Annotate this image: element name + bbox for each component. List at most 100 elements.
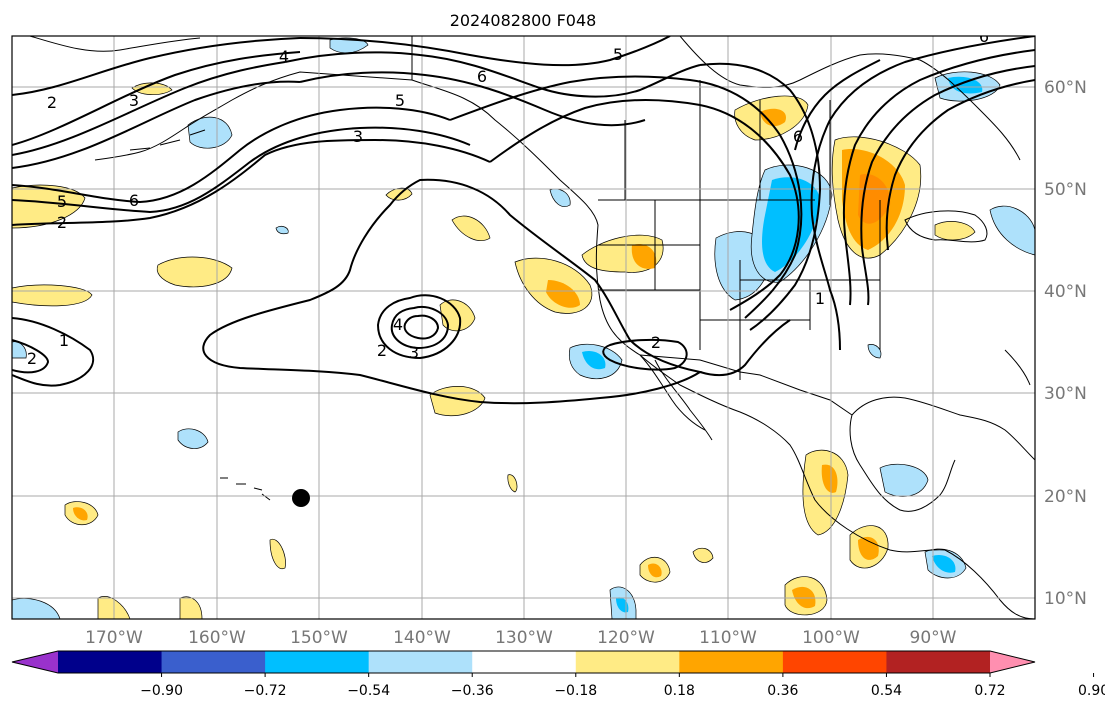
contour-label: 2 [651,333,661,352]
positive-core [821,464,838,493]
figure-title: 2024082800 F048 [450,11,597,30]
contour-label: 6 [793,127,803,146]
negative-patch [989,205,1035,256]
longitude-label: 170°W [85,628,143,648]
positive-core [858,536,879,560]
colorbar-bin [886,651,991,673]
colorbar-tick-label: 0.36 [767,683,798,699]
latitude-label: 10°N [1044,589,1087,609]
longitude-labels: 170°W 160°W 150°W 140°W 130°W 120°W 110°… [85,628,957,648]
colorbar-tick-label: −0.54 [347,683,390,699]
positive-patch [802,449,849,536]
longitude-label: 140°W [393,628,451,648]
map-frame [11,35,1036,620]
colorbar-bin [265,651,370,673]
contour-label: 5 [613,45,623,64]
colorbar-bin [161,651,266,673]
longitude-label: 130°W [495,628,553,648]
longitude-label: 150°W [290,628,348,648]
coastline-baja [639,354,706,431]
contour-label: 6 [129,191,139,210]
great-lakes [904,210,988,243]
coastline-baja-2 [654,359,713,441]
coastline-gulf [851,396,1035,461]
coastline-gulf-coast [849,414,956,512]
latitude-labels: 60°N 50°N 40°N 30°N 20°N 10°N [1044,78,1087,609]
longitude-label: 160°W [188,628,246,648]
positive-patch [451,215,491,242]
aleutians [129,129,206,151]
positive-patch [12,284,93,307]
colorbar-extension-low [12,651,58,673]
colorbar-bin [782,651,887,673]
positive-core [760,108,786,127]
positive-patch [934,221,976,241]
negative-patch [177,428,209,449]
contour-label: 6 [979,27,989,46]
negative-patch [187,116,233,149]
negative-core [948,76,983,94]
latitude-label: 50°N [1044,180,1087,200]
positive-patch [179,596,203,619]
latitude-label: 60°N [1044,78,1087,98]
hawaii-islands [220,477,271,501]
latitude-label: 40°N [1044,282,1087,302]
negative-core [762,177,821,272]
contour-label: 3 [409,343,419,362]
longitude-label: 120°W [597,628,655,648]
latitude-label: 20°N [1044,487,1087,507]
colorbar-outline [11,650,1036,674]
contour-label: 5 [57,192,67,211]
negative-patch [867,344,882,359]
contour-label: 2 [377,341,387,360]
coastline-hudson [679,36,1021,161]
contour-label: 3 [353,127,363,146]
colorbar-bin [58,651,163,673]
state-lines [598,200,881,380]
contour-label: 2 [57,213,67,232]
colorbar-tick-label: −0.72 [244,683,287,699]
longitude-label: 90°W [910,628,957,648]
negative-core [582,350,606,370]
coastlines-and-borders [29,36,1035,619]
positive-patch [692,547,714,563]
colorbar-bin [575,651,680,673]
colorbar-tick-label: −0.18 [554,683,597,699]
negative-core [932,554,956,573]
longitude-label: 110°W [699,628,757,648]
positive-core [73,507,88,521]
contour-label: 4 [393,315,403,334]
positive-patch [156,256,233,288]
negative-patch [275,226,289,235]
latitude-label: 30°N [1044,384,1087,404]
colorbar-tick-label: 0.18 [664,683,695,699]
colorbar-tick-label: 0.90 [1078,683,1105,699]
positive-patch [507,474,518,493]
province-lines [624,80,831,205]
location-marker [292,489,310,507]
map-area: 2 3 4 5 6 5 3 5 2 6 1 2 4 2 3 2 6 1 6 [12,27,1035,619]
positive-patch [12,184,86,229]
positive-patch [439,299,476,332]
colorbar-extension-high [990,651,1035,673]
anomaly-patches [12,37,1035,619]
positive-patch [429,386,486,417]
contour-label: 1 [815,289,825,308]
contour-label: 6 [477,67,487,86]
negative-patch [329,37,369,54]
positive-patch [131,82,173,95]
positive-core [631,244,657,269]
contour-label: 4 [279,47,289,66]
colorbar-bin [679,651,784,673]
contour-lines [12,36,1035,405]
colorbar-bin [472,651,577,673]
coastline-florida [1004,349,1031,386]
contour-label: 1 [59,331,69,350]
negative-patch [12,598,61,619]
contour-label: 5 [395,91,405,110]
negative-patch [879,463,929,497]
contour-label: 3 [129,91,139,110]
colorbar-tick-label: −0.36 [451,683,494,699]
contour-label: 2 [47,93,57,112]
